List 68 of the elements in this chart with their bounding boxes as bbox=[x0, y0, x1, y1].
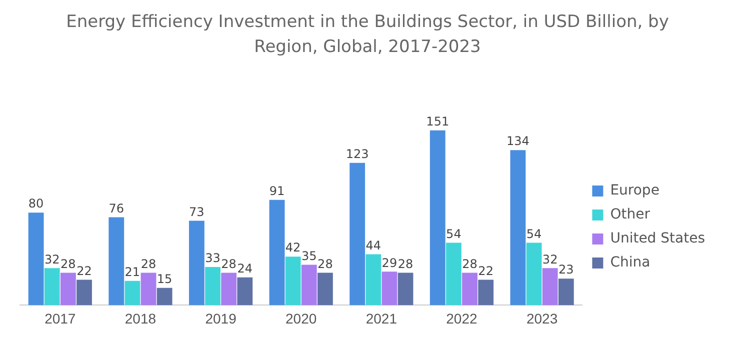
legend-label: United States bbox=[610, 230, 706, 247]
data-label: 134 bbox=[506, 134, 530, 148]
legend-label: Other bbox=[610, 206, 650, 223]
bar bbox=[188, 220, 204, 306]
data-label: 151 bbox=[426, 114, 450, 129]
bar bbox=[221, 272, 237, 306]
legend-label: Europe bbox=[610, 182, 660, 199]
bar bbox=[237, 277, 253, 306]
data-label: 22 bbox=[478, 264, 494, 278]
bar bbox=[446, 242, 462, 306]
bar bbox=[205, 267, 220, 306]
data-label: 24 bbox=[237, 262, 253, 276]
data-label: 91 bbox=[269, 184, 285, 198]
x-tick-label: 2023 bbox=[526, 310, 558, 326]
bar bbox=[269, 200, 285, 306]
data-label: 73 bbox=[189, 204, 204, 219]
data-label: 28 bbox=[398, 256, 414, 271]
bar bbox=[430, 130, 446, 306]
x-tick-label: 2017 bbox=[44, 310, 76, 326]
bar bbox=[60, 272, 76, 306]
bar bbox=[28, 212, 44, 306]
bar bbox=[76, 280, 92, 306]
data-label: 35 bbox=[301, 248, 317, 263]
x-tick-label: 2020 bbox=[286, 310, 317, 326]
bar bbox=[140, 272, 156, 306]
bar bbox=[350, 162, 366, 306]
bar bbox=[285, 256, 301, 306]
data-label: 29 bbox=[382, 256, 398, 270]
bar bbox=[44, 268, 60, 306]
bar bbox=[510, 150, 526, 306]
data-label: 15 bbox=[156, 272, 172, 286]
x-tick-label: 2021 bbox=[366, 310, 398, 326]
x-tick-label: 2018 bbox=[124, 310, 156, 326]
bar bbox=[382, 272, 398, 306]
data-label: 28 bbox=[221, 256, 236, 271]
bar bbox=[398, 272, 414, 306]
data-label: 28 bbox=[60, 256, 76, 271]
data-label: 32 bbox=[44, 252, 60, 266]
data-label: 22 bbox=[76, 264, 92, 278]
bar bbox=[462, 272, 478, 306]
data-label: 23 bbox=[558, 262, 574, 277]
data-label: 76 bbox=[108, 201, 124, 216]
data-label: 54 bbox=[526, 226, 542, 241]
data-label: 42 bbox=[285, 240, 301, 255]
legend-label: China bbox=[610, 254, 650, 271]
x-tick-label: 2022 bbox=[446, 310, 478, 326]
data-label: 44 bbox=[366, 238, 382, 252]
bar bbox=[558, 278, 574, 306]
bar bbox=[301, 264, 317, 306]
bar bbox=[526, 242, 542, 306]
data-label: 123 bbox=[346, 146, 369, 161]
data-label: 28 bbox=[462, 256, 478, 271]
bar bbox=[108, 217, 124, 306]
data-label: 28 bbox=[140, 256, 156, 271]
data-label: 28 bbox=[318, 256, 333, 271]
x-tick-label: 2019 bbox=[205, 310, 237, 326]
bar bbox=[478, 280, 494, 306]
data-label: 21 bbox=[124, 265, 140, 280]
chart-title: Energy Efficiency Investment in the Buildings Sector, in USD Billion, by Region, Global, 2017-2023 bbox=[65, 11, 670, 59]
bar bbox=[124, 280, 140, 306]
data-label: 33 bbox=[205, 251, 220, 266]
data-label: 32 bbox=[542, 252, 558, 266]
bar bbox=[542, 268, 558, 306]
bar bbox=[366, 254, 382, 306]
data-label: 54 bbox=[446, 226, 462, 241]
bar bbox=[317, 272, 333, 306]
bar bbox=[156, 288, 172, 306]
data-label: 80 bbox=[28, 196, 44, 211]
